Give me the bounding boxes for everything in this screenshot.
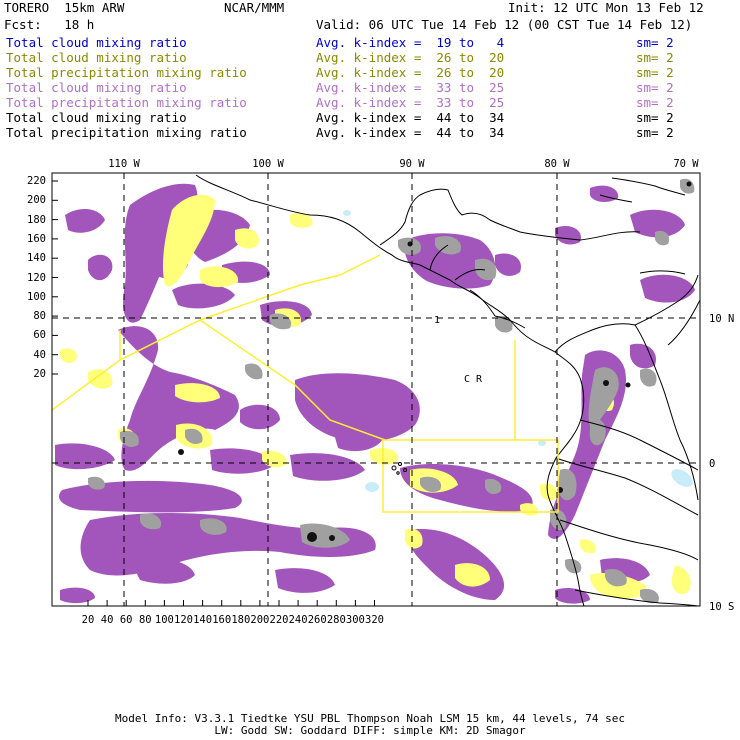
top-tick-label: 90 W: [399, 158, 425, 170]
legend-field-name: Total cloud mixing ratio: [6, 35, 187, 50]
coastlines: [195, 174, 700, 606]
bottom-tick-label: 240: [288, 614, 308, 626]
legend-field-name: Total precipitation mixing ratio: [6, 65, 247, 80]
map-label-cr: C R: [464, 374, 483, 385]
cyan-layer: [343, 210, 693, 492]
bottom-tick-label: 160: [212, 614, 232, 626]
legend-smoothing: sm= 2: [636, 35, 674, 50]
legend-smoothing: sm= 2: [636, 50, 674, 65]
bottom-tick-label: 120: [174, 614, 193, 626]
legend-field-name: Total cloud mixing ratio: [6, 80, 187, 95]
bottom-tick-label: 320: [365, 614, 384, 626]
tick-marks: [52, 180, 375, 606]
plot-frame: [51, 172, 701, 607]
legend-smoothing: sm= 2: [636, 95, 674, 110]
bottom-tick-label: 300: [345, 614, 365, 626]
valid-time: Valid: 06 UTC Tue 14 Feb 12 (00 CST Tue …: [316, 17, 693, 32]
left-tick-label: 40: [33, 348, 46, 361]
top-tick-label: 110 W: [108, 158, 140, 170]
top-tick-label: 100 W: [252, 158, 284, 170]
bottom-tick-label: 280: [326, 614, 346, 626]
bottom-tick-label: 200: [250, 614, 270, 626]
legend-kindex: Avg. k-index = 26 to 20: [316, 50, 505, 65]
bottom-tick-label: 100: [154, 614, 174, 626]
init-time: Init: 12 UTC Mon 13 Feb 12: [508, 0, 704, 15]
right-tick-label: 10 N: [709, 313, 735, 325]
legend-kindex: Avg. k-index = 44 to 34: [316, 110, 505, 125]
left-tick-label: 100: [27, 290, 46, 303]
legend-kindex: Avg. k-index = 33 to 25: [316, 95, 505, 110]
left-tick-label: 200: [27, 194, 46, 207]
right-tick-label: 0: [709, 458, 716, 470]
legend-kindex: Avg. k-index = 19 to 4: [316, 35, 505, 50]
bottom-tick-label: 260: [307, 614, 327, 626]
right-tick-label: 10 S: [709, 601, 735, 613]
legend-field-name: Total cloud mixing ratio: [6, 110, 187, 125]
bottom-tick-label: 20: [81, 614, 95, 626]
top-tick-label: 80 W: [544, 158, 570, 170]
left-tick-label: 80: [33, 310, 46, 323]
domain-boxes: [52, 254, 559, 513]
left-tick-label: 220: [27, 175, 46, 187]
top-tick-label: 70 W: [673, 158, 699, 170]
bottom-tick-label: 40: [100, 614, 114, 626]
bottom-tick-label: 180: [231, 614, 251, 626]
map-label-1: 1: [434, 315, 441, 326]
legend-field-name: Total cloud mixing ratio: [6, 50, 187, 65]
bottom-tick-label: 220: [269, 614, 289, 626]
model-name: TORERO 15km ARW: [4, 0, 125, 15]
legend-field-name: Total precipitation mixing ratio: [6, 125, 247, 140]
model-info-line2: LW: Godd SW: Goddard DIFF: simple KM: 2D…: [214, 724, 526, 737]
legend-smoothing: sm= 2: [636, 80, 674, 95]
legend-smoothing: sm= 2: [636, 110, 674, 125]
bottom-tick-label: 80: [138, 614, 152, 626]
legend-kindex: Avg. k-index = 44 to 34: [316, 125, 505, 140]
bottom-tick-label: 60: [119, 614, 133, 626]
left-tick-label: 60: [33, 329, 46, 342]
mixing-ratio-dark: [178, 181, 692, 542]
forecast-hour: Fcst: 18 h: [4, 17, 95, 32]
legend-smoothing: sm= 2: [636, 125, 674, 140]
left-tick-label: 20: [33, 368, 46, 380]
legend-kindex: Avg. k-index = 26 to 20: [316, 65, 505, 80]
model-info-line1: Model Info: V3.3.1 Tiedtke YSU PBL Thomp…: [115, 712, 625, 725]
bottom-tick-label: 140: [193, 614, 213, 626]
legend-field-name: Total precipitation mixing ratio: [6, 95, 247, 110]
legend-smoothing: sm= 2: [636, 65, 674, 80]
left-tick-label: 120: [27, 271, 46, 284]
lat-lon-grid: [52, 173, 700, 606]
left-tick-label: 140: [27, 252, 46, 265]
legend-kindex: Avg. k-index = 33 to 25: [316, 80, 505, 95]
center-name: NCAR/MMM: [224, 0, 285, 15]
left-tick-label: 160: [27, 232, 46, 245]
left-tick-label: 180: [27, 213, 46, 226]
